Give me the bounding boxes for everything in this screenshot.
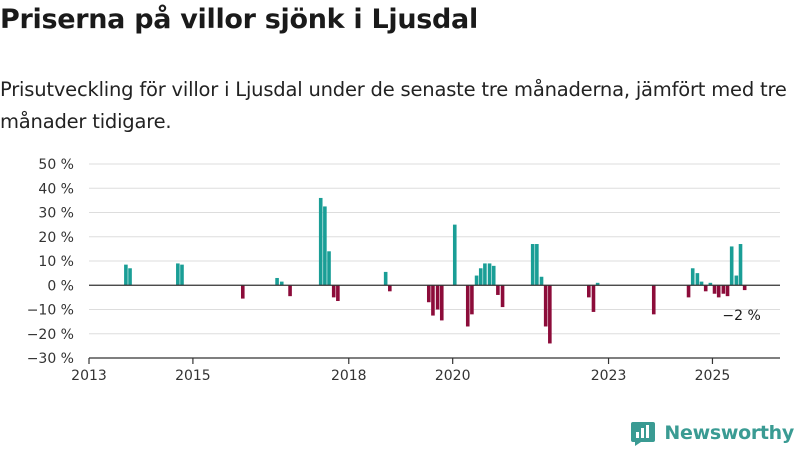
bar [587, 285, 591, 298]
bar [548, 285, 552, 344]
bar [452, 224, 457, 286]
y-tick-label: 0 % [47, 278, 74, 294]
chart-subtitle: Prisutveckling för villor i Ljusdal unde… [0, 78, 787, 133]
bar [465, 285, 470, 327]
bar [124, 264, 128, 286]
bar [695, 273, 700, 286]
bar [734, 275, 739, 286]
bar [478, 268, 483, 286]
bar [483, 263, 487, 286]
bar [336, 285, 340, 302]
bar [279, 281, 284, 286]
bar [491, 265, 496, 286]
bar [439, 285, 444, 321]
bar [651, 285, 656, 315]
bar [721, 285, 726, 294]
bar [686, 285, 691, 298]
y-tick-label: 20 % [38, 230, 74, 246]
logo-text: Newsworthy [664, 422, 794, 444]
x-tick-label: 2020 [435, 368, 471, 384]
bar [708, 282, 713, 286]
y-tick-label: 30 % [38, 206, 74, 222]
bar [275, 277, 279, 286]
bar [487, 263, 492, 286]
bar [530, 244, 535, 286]
bar [535, 244, 539, 286]
y-tick-label: −30 % [27, 351, 74, 367]
bar [690, 268, 695, 286]
bar [240, 285, 245, 299]
x-tick-label: 2023 [591, 368, 627, 384]
bar [176, 263, 180, 286]
bar [591, 285, 596, 312]
y-tick-label: 50 % [38, 157, 74, 173]
x-tick-label: 2015 [175, 368, 211, 384]
bar [712, 285, 717, 294]
y-tick-label: 40 % [38, 181, 74, 197]
x-tick-label: 2013 [71, 368, 107, 384]
bar [543, 285, 548, 327]
bar [742, 285, 747, 291]
bar [180, 264, 184, 286]
bar [288, 285, 292, 297]
bar [435, 285, 440, 310]
chart-title: Priserna på villor sjönk i Ljusdal [0, 4, 478, 35]
bar [716, 285, 721, 298]
bar [128, 268, 132, 286]
bar [595, 282, 600, 286]
bar [470, 285, 474, 315]
newsworthy-logo-icon [631, 422, 656, 446]
bar [496, 285, 500, 295]
newsworthy-logo: Newsworthy [630, 419, 794, 447]
bar [426, 285, 431, 303]
bar [500, 285, 505, 308]
bar [474, 275, 479, 286]
last-value-annotation: −2 % [722, 308, 760, 324]
bar [699, 281, 704, 286]
y-tick-label: −20 % [27, 327, 74, 343]
bar-chart: 50 %40 %30 %20 %10 %0 %−10 %−20 %−30 %20… [27, 157, 780, 384]
bar [388, 285, 392, 292]
bar [323, 206, 327, 286]
bar [327, 251, 331, 286]
bar [703, 285, 708, 292]
bar [383, 271, 388, 286]
bar [431, 285, 435, 316]
bar [725, 285, 730, 297]
x-tick-label: 2025 [695, 368, 731, 384]
bar [318, 197, 323, 286]
x-tick-label: 2018 [331, 368, 367, 384]
bar [331, 285, 336, 298]
y-tick-label: −10 % [27, 303, 74, 319]
bar [729, 246, 734, 286]
bar [738, 244, 743, 286]
y-tick-label: 10 % [38, 254, 74, 270]
bar [539, 276, 544, 286]
